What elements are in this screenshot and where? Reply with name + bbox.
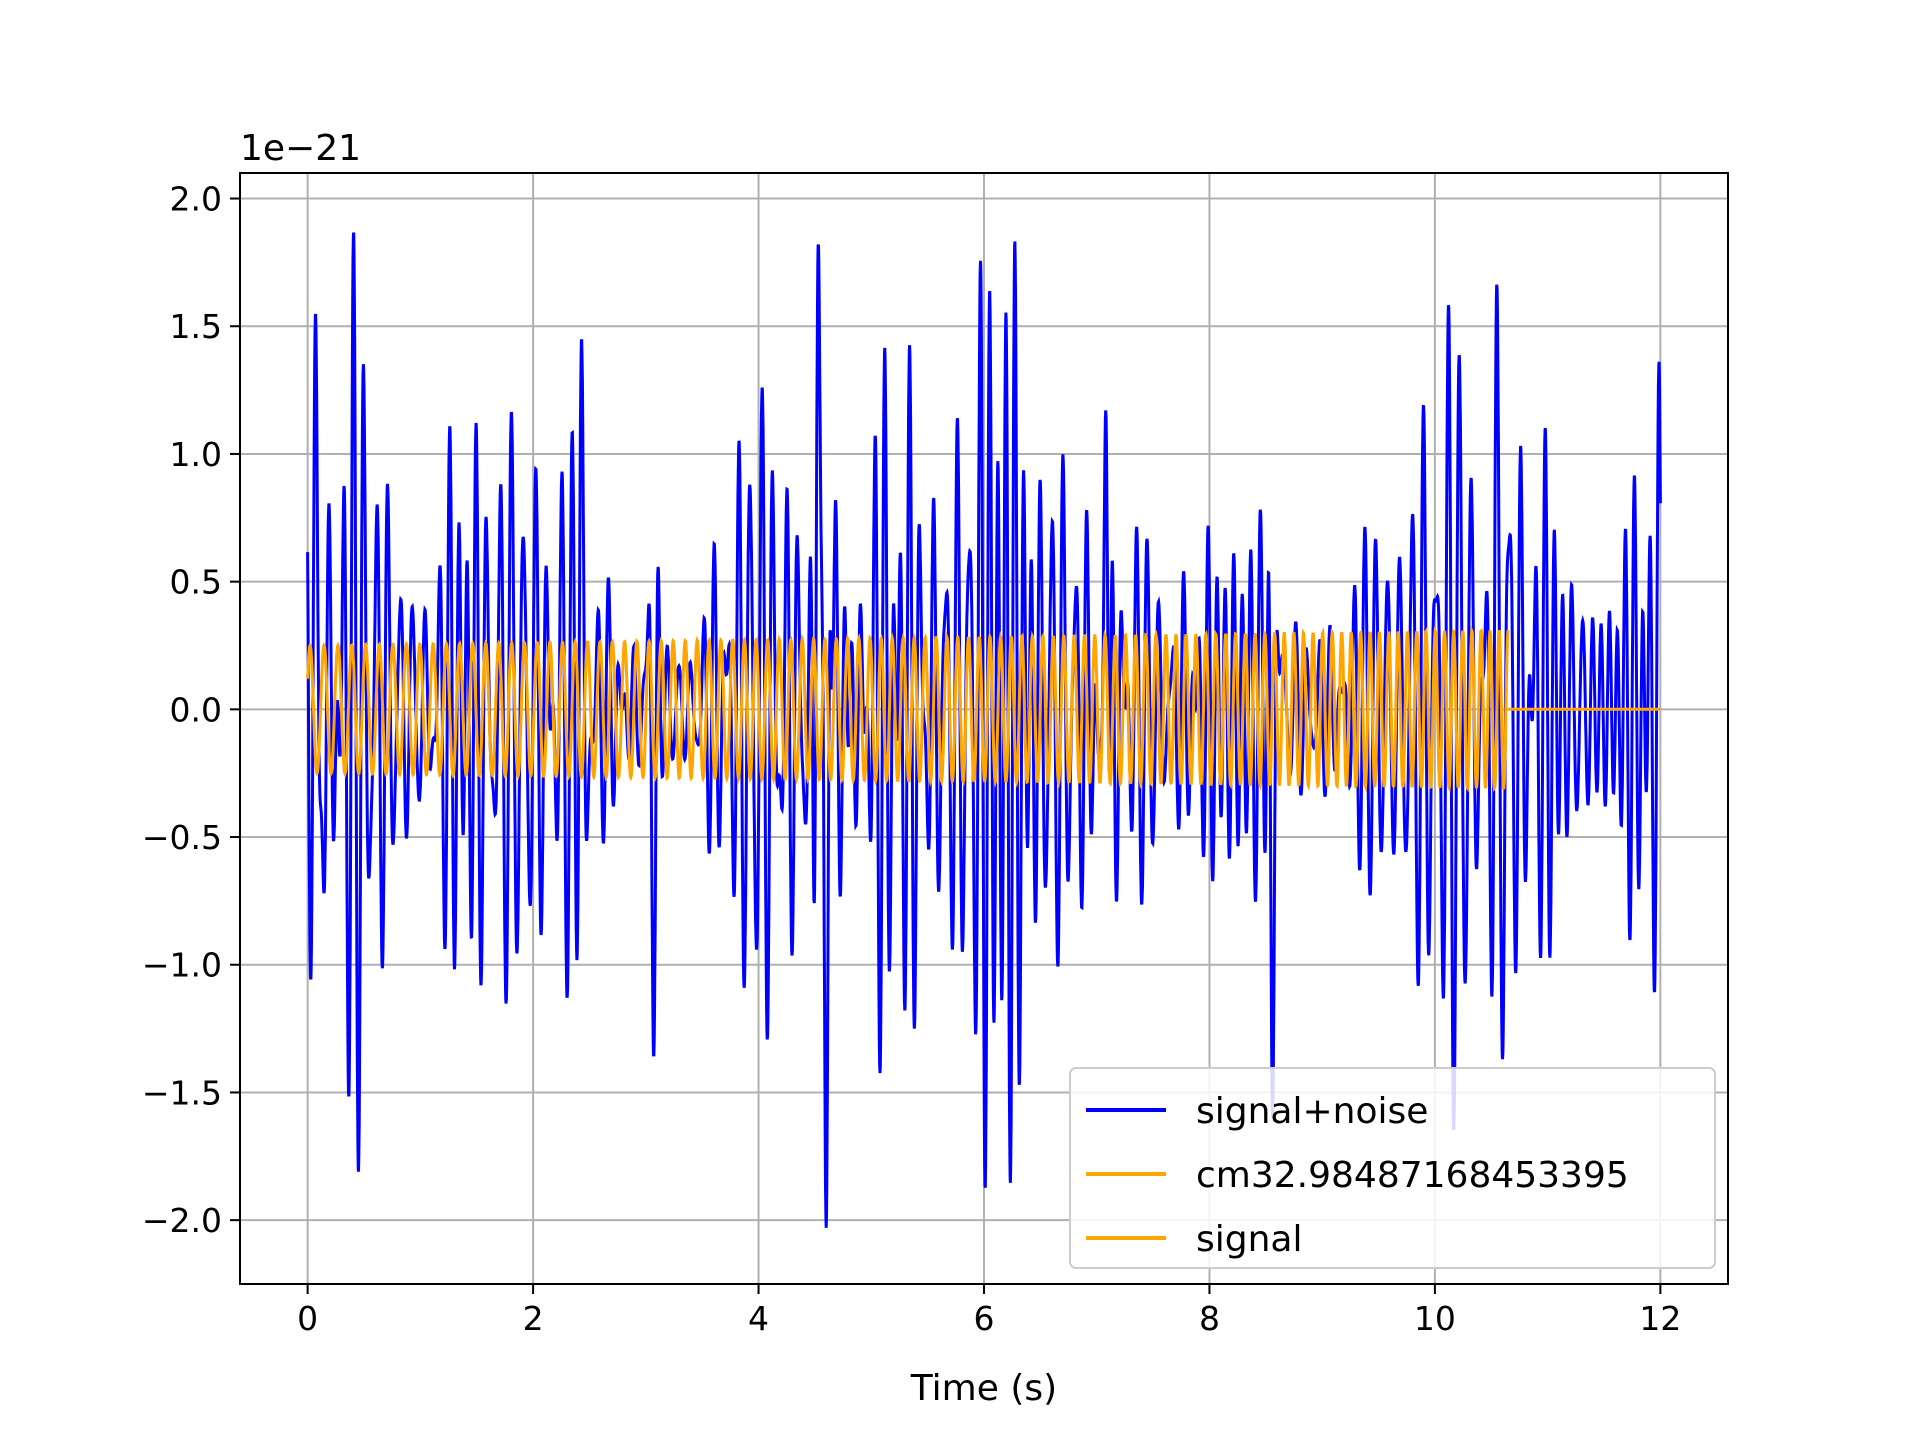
legend-label: signal+noise: [1196, 1091, 1428, 1132]
y-tick-label: 0.5: [170, 563, 222, 602]
y-tick-label: 2.0: [170, 180, 222, 219]
x-tick-label: 10: [1414, 1299, 1456, 1338]
legend: signal+noise cm32.98487168453395 signal: [1069, 1067, 1716, 1269]
x-tick-label: 8: [1199, 1299, 1220, 1338]
x-axis-label: Time (s): [910, 1368, 1057, 1409]
x-tick-label: 2: [523, 1299, 544, 1338]
y-tick-label: 1.0: [170, 435, 222, 474]
x-tick-label: 12: [1639, 1299, 1681, 1338]
y-tick-label: 1.5: [170, 307, 222, 346]
legend-label: cm32.98487168453395: [1196, 1155, 1629, 1196]
y-tick-label: −2.0: [142, 1201, 222, 1240]
legend-label: signal: [1196, 1219, 1303, 1260]
x-tick-label: 0: [297, 1299, 318, 1338]
x-tick-label: 6: [974, 1299, 995, 1338]
x-tick-label: 4: [748, 1299, 769, 1338]
y-tick-label: −0.5: [142, 818, 222, 857]
y-offset-text: 1e−21: [240, 128, 361, 169]
y-tick-label: −1.0: [142, 946, 222, 985]
legend-box: [1069, 1067, 1716, 1269]
plot-area: [306, 232, 1662, 1228]
series-cm-template-line: [306, 624, 1510, 793]
ticks: 0 2 4 6 8 10 12 −2.0 −1.5 −1.0 −0.5 0.0 0.5 1.0 1.5 2.0: [142, 180, 1682, 1338]
y-tick-label: −1.5: [142, 1073, 222, 1112]
y-tick-label: 0.0: [170, 690, 222, 729]
